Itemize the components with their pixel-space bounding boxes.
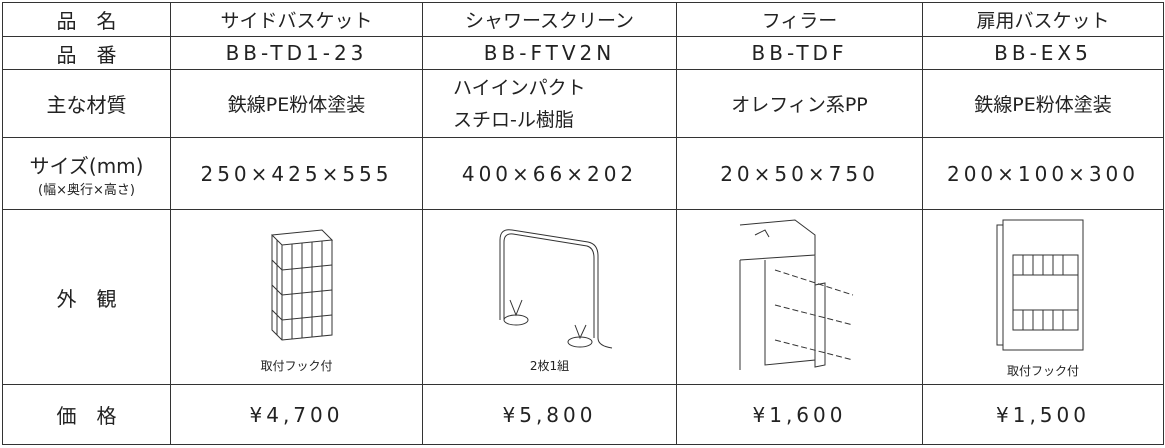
text-line: ハイインパクト: [453, 76, 586, 99]
text-line: スチロ-ル樹脂: [453, 108, 574, 131]
cell: BB-FTV2N: [422, 36, 677, 70]
cell: [676, 209, 923, 385]
appearance-row: 外 観 取付フック付 2枚1組 取付フック付: [2, 209, 1164, 385]
cell: サイドバスケット: [170, 2, 423, 37]
cell: 20×50×750: [676, 137, 923, 210]
cell: シャワースクリーン: [422, 2, 677, 37]
door-basket-drawing: [996, 219, 1084, 351]
text-line: 鉄線PE粉体塗装: [227, 94, 366, 116]
cell: 扉用バスケット: [922, 2, 1164, 37]
caption: 取付フック付: [260, 359, 333, 373]
screen-drawing: [499, 229, 612, 349]
caption: 取付フック付: [1006, 364, 1079, 378]
cell: 250×425×555: [170, 137, 423, 210]
cell: ¥5,800: [422, 384, 677, 445]
sub-label: (幅×奥行×高さ): [38, 182, 135, 198]
cell: ¥1,600: [676, 384, 923, 445]
text-line: 鉄線PE粉体塗装: [974, 94, 1112, 116]
cell: 取付フック付: [922, 209, 1164, 385]
cell: BB-EX5: [922, 36, 1164, 70]
text-line: オレフィン系PP: [731, 94, 868, 116]
filler-drawing: [739, 218, 853, 370]
number-row: 品 番 BB-TD1-23 BB-FTV2N BB-TDF BB-EX5: [2, 36, 1164, 70]
cell: ¥1,500: [922, 384, 1164, 445]
label-text: サイズ(mm): [29, 153, 144, 178]
cell: フィラー: [676, 2, 923, 37]
name-row: 品 名 サイドバスケット シャワースクリーン フィラー 扉用バスケット: [2, 2, 1164, 37]
row-label: 品 番: [2, 36, 171, 70]
cell: 鉄線PE粉体塗装: [170, 69, 423, 138]
cell: 取付フック付: [170, 209, 423, 385]
cell: ハイインパクト スチロ-ル樹脂: [422, 69, 677, 138]
price-row: 価 格 ¥4,700 ¥5,800 ¥1,600 ¥1,500: [2, 384, 1164, 445]
cell: 鉄線PE粉体塗装: [922, 69, 1164, 138]
cell: 2枚1組: [422, 209, 677, 385]
basket-drawing: [270, 229, 333, 341]
cell: オレフィン系PP: [676, 69, 923, 138]
material-row: 主な材質 鉄線PE粉体塗装 ハイインパクト スチロ-ル樹脂 オレフィン系PP 鉄線…: [2, 69, 1164, 138]
row-label: サイズ(mm) (幅×奥行×高さ): [2, 137, 171, 210]
row-label: 外 観: [2, 209, 171, 385]
cell: 400×66×202: [422, 137, 677, 210]
cell: ¥4,700: [170, 384, 423, 445]
cell: 200×100×300: [922, 137, 1164, 210]
cell: BB-TDF: [676, 36, 923, 70]
row-label: 価 格: [2, 384, 171, 445]
caption: 2枚1組: [529, 359, 570, 373]
row-label: 品 名: [2, 2, 171, 37]
size-row: サイズ(mm) (幅×奥行×高さ) 250×425×555 400×66×202 …: [2, 137, 1164, 210]
row-label: 主な材質: [2, 69, 171, 138]
cell: BB-TD1-23: [170, 36, 423, 70]
